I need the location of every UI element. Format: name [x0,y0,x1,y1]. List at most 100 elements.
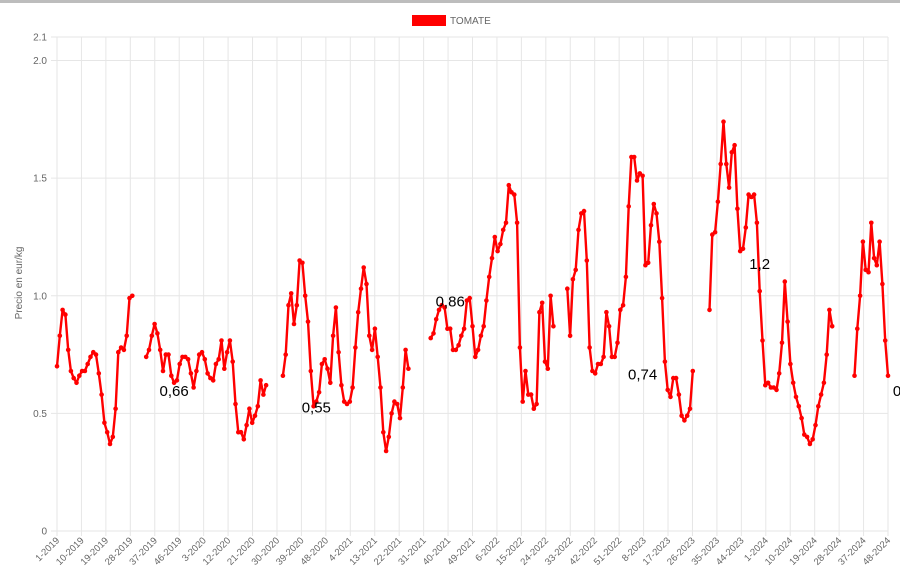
data-point[interactable] [177,361,182,367]
data-point[interactable] [654,211,659,216]
data-point[interactable] [308,368,314,374]
data-point[interactable] [400,385,406,390]
data-point[interactable] [353,345,358,350]
data-point[interactable] [492,234,498,240]
data-point[interactable] [428,335,434,341]
data-point[interactable] [456,342,461,348]
data-point[interactable] [679,413,684,419]
data-point[interactable] [473,354,478,360]
data-point[interactable] [261,392,266,397]
data-point[interactable] [339,382,344,388]
data-point[interactable] [394,401,400,407]
data-point[interactable] [230,359,235,364]
data-point[interactable] [431,331,436,336]
data-point[interactable] [793,394,799,400]
data-point[interactable] [651,201,657,207]
data-point[interactable] [785,319,790,324]
data-point[interactable] [124,333,129,339]
data-point[interactable] [85,361,90,367]
data-point[interactable] [389,411,394,416]
data-point[interactable] [779,340,785,346]
data-point[interactable] [316,389,322,395]
data-point[interactable] [631,154,637,160]
data-point[interactable] [592,371,598,376]
data-point[interactable] [121,347,127,353]
data-point[interactable] [54,364,60,369]
data-point[interactable] [606,324,612,329]
data-point[interactable] [336,349,341,355]
data-point[interactable] [640,173,645,179]
data-point[interactable] [322,357,328,362]
data-point[interactable] [375,354,381,360]
data-point[interactable] [860,239,866,244]
data-point[interactable] [244,422,249,428]
data-point[interactable] [665,387,670,393]
data-point[interactable] [481,324,487,329]
data-point[interactable] [314,399,319,404]
data-point[interactable] [57,333,63,339]
data-point[interactable] [149,333,155,339]
data-point[interactable] [102,420,107,426]
data-point[interactable] [807,441,813,447]
data-point[interactable] [224,349,230,355]
data-point[interactable] [512,192,517,197]
data-point[interactable] [765,380,771,386]
data-point[interactable] [885,373,891,379]
data-point[interactable] [857,293,863,299]
data-point[interactable] [63,312,68,317]
data-point[interactable] [369,347,375,353]
data-point[interactable] [213,361,219,367]
data-point[interactable] [514,220,520,226]
data-point[interactable] [280,373,286,379]
data-point[interactable] [687,406,693,412]
data-point[interactable] [330,333,336,339]
data-point[interactable] [453,347,459,353]
data-point[interactable] [130,293,135,299]
data-point[interactable] [328,380,333,386]
data-point[interactable] [715,199,721,204]
data-point[interactable] [528,392,534,397]
data-point[interactable] [539,300,545,306]
data-point[interactable] [113,406,118,412]
data-point[interactable] [202,357,208,362]
data-point[interactable] [286,302,291,308]
legend[interactable]: TOMATE [412,15,491,27]
data-point[interactable] [210,378,216,383]
data-point[interactable] [623,274,629,280]
data-point[interactable] [523,368,528,374]
data-point[interactable] [383,448,389,454]
data-point[interactable] [93,352,99,357]
data-point[interactable] [194,368,199,374]
data-point[interactable] [258,378,263,383]
data-point[interactable] [520,399,525,404]
data-point[interactable] [188,371,194,376]
data-point[interactable] [467,295,473,301]
data-point[interactable] [219,338,224,343]
data-point[interactable] [690,368,696,374]
data-point[interactable] [381,429,386,435]
data-point[interactable] [576,227,581,233]
data-point[interactable] [372,326,378,332]
data-point[interactable] [648,222,654,228]
data-point[interactable] [116,349,121,355]
data-point[interactable] [726,185,732,190]
data-point[interactable] [241,437,247,442]
data-point[interactable] [302,293,308,299]
data-point[interactable] [684,413,690,419]
data-point[interactable] [506,182,512,188]
data-point[interactable] [355,309,361,315]
data-point[interactable] [874,262,880,268]
data-point[interactable] [760,338,765,343]
data-point[interactable] [662,359,668,364]
data-point[interactable] [732,142,737,148]
data-point[interactable] [222,366,227,372]
data-point[interactable] [570,277,576,282]
data-point[interactable] [829,324,835,329]
data-point[interactable] [461,326,467,332]
data-point[interactable] [500,227,506,233]
data-point[interactable] [333,305,339,310]
data-point[interactable] [531,406,537,412]
data-point[interactable] [657,239,662,244]
data-point[interactable] [659,295,665,301]
data-point[interactable] [319,361,325,367]
